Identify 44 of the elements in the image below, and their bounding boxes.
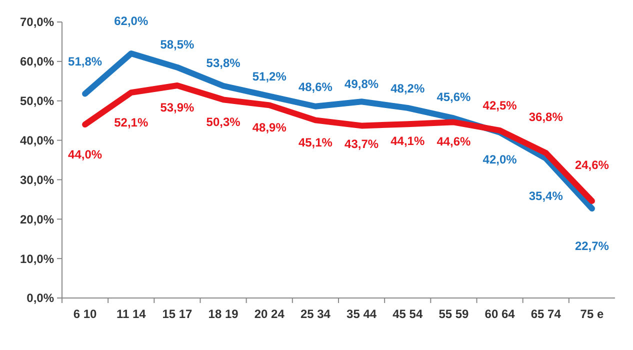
y-tick-label: 40,0%	[20, 133, 54, 148]
data-label: 53,9%	[160, 100, 195, 115]
data-label: 44,6%	[436, 134, 472, 149]
data-label: 58,5%	[160, 37, 195, 52]
data-label: 42,0%	[482, 152, 518, 167]
x-tick-label: 18 19	[208, 307, 239, 321]
data-label: 44,1%	[390, 134, 425, 148]
x-tick-label: 20 24	[254, 307, 285, 321]
data-label: 53,8%	[206, 56, 241, 70]
x-tick-label: 6 10	[73, 307, 98, 321]
data-label: 50,3%	[206, 114, 241, 129]
y-tick-label: 30,0%	[20, 172, 54, 187]
x-tick-label: 65 74	[530, 307, 562, 321]
data-label: 48,2%	[390, 82, 425, 96]
data-label: 24,6%	[574, 158, 610, 172]
y-tick-label: 50,0%	[20, 94, 54, 108]
x-tick-label: 60 64	[484, 307, 516, 321]
x-tick-label: 35 44	[346, 307, 377, 321]
data-label: 48,6%	[298, 80, 333, 94]
x-tick-label: 55 59	[438, 307, 470, 321]
data-label: 51,8%	[68, 54, 102, 68]
x-tick-label: 25 34	[300, 307, 331, 321]
data-label: 44,0%	[68, 147, 102, 162]
data-label: 52,1%	[114, 115, 148, 130]
x-tick-label: 15 17	[162, 307, 193, 321]
data-label: 35,4%	[528, 189, 564, 204]
data-label: 48,9%	[252, 120, 287, 135]
y-tick-label: 10,0%	[20, 252, 54, 266]
x-tick-label: 45 54	[392, 307, 423, 321]
y-tick-label: 0,0%	[26, 291, 54, 306]
data-label: 62,0%	[114, 14, 148, 28]
data-label: 42,5%	[482, 98, 518, 113]
x-tick-label: 75 e	[580, 307, 604, 321]
data-label: 43,7%	[344, 137, 379, 152]
data-label: 36,8%	[528, 110, 564, 124]
y-tick-label: 70,0%	[20, 15, 54, 30]
data-label: 22,7%	[574, 239, 610, 254]
data-label: 45,1%	[298, 136, 333, 150]
data-label: 49,8%	[344, 76, 379, 91]
y-tick-label: 20,0%	[20, 212, 54, 226]
data-label: 45,6%	[436, 90, 472, 104]
x-tick-label: 11 14	[116, 307, 146, 321]
data-label: 51,2%	[252, 70, 287, 84]
y-tick-label: 60,0%	[20, 54, 54, 69]
